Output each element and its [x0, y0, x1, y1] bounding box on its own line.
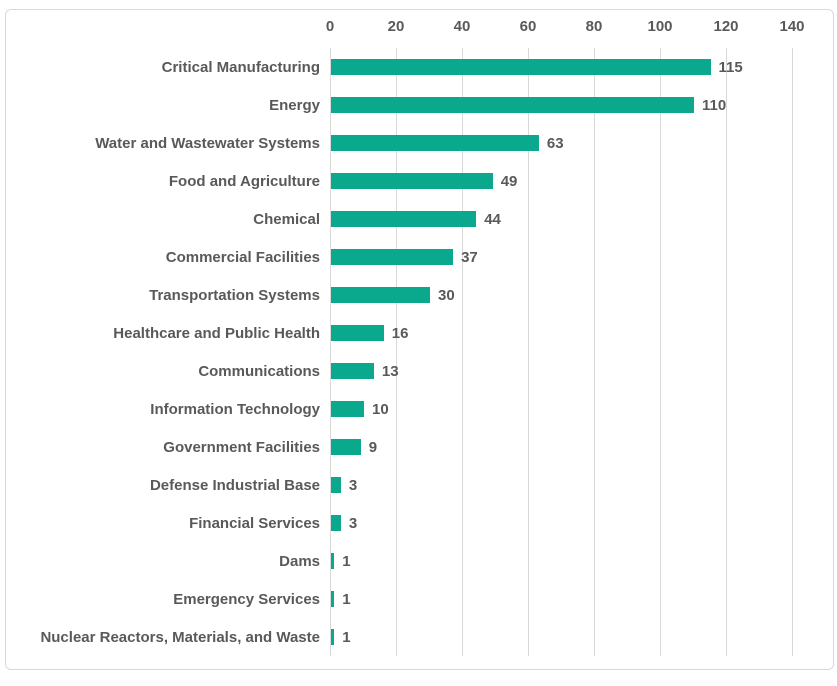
- value-label: 10: [372, 400, 389, 418]
- bar: [331, 249, 454, 265]
- bar: [331, 477, 341, 493]
- value-label: 16: [391, 324, 409, 342]
- value-label: 63: [546, 134, 564, 152]
- gridline-x-0: [330, 48, 331, 656]
- value-label: 49: [500, 172, 518, 190]
- value-label: 115: [718, 58, 743, 76]
- x-axis-tick-label: 120: [713, 18, 739, 35]
- value-label: 1: [342, 552, 351, 570]
- bar-row: Chemical 44: [6, 200, 833, 238]
- gridline-x-80: [594, 48, 595, 656]
- category-label: Information Technology: [150, 400, 320, 418]
- bar-row: Emergency Services 1: [6, 580, 833, 618]
- bar: [331, 629, 335, 645]
- value-label: 3: [348, 514, 358, 532]
- x-axis-tick-label: 0: [325, 18, 335, 35]
- bar: [331, 59, 711, 75]
- bar: [331, 363, 374, 379]
- bar: [331, 515, 341, 531]
- bar: [331, 135, 539, 151]
- value-label: 1: [342, 628, 351, 646]
- category-label: Communications: [198, 362, 320, 380]
- bar-row: Food and Agriculture 49: [6, 162, 833, 200]
- value-label: 3: [348, 476, 358, 494]
- bar-row: Energy 110: [6, 86, 833, 124]
- value-label: 110: [702, 96, 727, 114]
- bar-row: Government Facilities 9: [6, 428, 833, 466]
- bar-row: Financial Services 3: [6, 504, 833, 542]
- category-label: Energy: [269, 96, 320, 114]
- category-label: Healthcare and Public Health: [113, 324, 320, 342]
- category-label: Financial Services: [189, 514, 320, 532]
- category-label: Emergency Services: [173, 590, 320, 608]
- value-label: 13: [381, 362, 399, 380]
- bar: [331, 211, 477, 227]
- bar: [331, 325, 384, 341]
- x-axis-tick-label: 60: [519, 18, 537, 35]
- category-label: Transportation Systems: [149, 286, 320, 304]
- category-label: Critical Manufacturing: [161, 58, 320, 76]
- bar: [331, 287, 430, 303]
- category-label: Commercial Facilities: [165, 248, 320, 266]
- category-label: Food and Agriculture: [168, 172, 320, 190]
- chart-frame: 0 20 40 60 80 100 120 140 Critical Manufacturing…: [5, 9, 834, 670]
- category-label: Chemical: [253, 210, 320, 228]
- x-axis-tick-label: 140: [779, 18, 805, 35]
- bar: [331, 439, 361, 455]
- bar-row: Healthcare and Public Health 16: [6, 314, 833, 352]
- gridline-x-20: [396, 48, 397, 656]
- category-label: Government Facilities: [163, 438, 320, 456]
- bar: [331, 401, 364, 417]
- gridline-x-140: [792, 48, 793, 656]
- x-axis-tick-label: 100: [647, 18, 673, 35]
- bar-row: Commercial Facilities 37: [6, 238, 833, 276]
- bar-row: Communications 13: [6, 352, 833, 390]
- bar: [331, 553, 335, 569]
- gridline-x-100: [660, 48, 661, 656]
- gridline-x-120: [726, 48, 727, 656]
- value-label: 9: [368, 438, 378, 456]
- bar-row: Nuclear Reactors, Materials, and Waste 1: [6, 618, 833, 656]
- bar-row: Critical Manufacturing 115: [6, 48, 833, 86]
- bar-row: Transportation Systems 30: [6, 276, 833, 314]
- bar-row: Defense Industrial Base 3: [6, 466, 833, 504]
- bar-row: Water and Wastewater Systems 63: [6, 124, 833, 162]
- value-label: 1: [342, 590, 351, 608]
- category-label: Defense Industrial Base: [149, 476, 320, 494]
- value-label: 44: [484, 210, 501, 228]
- category-label: Dams: [279, 552, 320, 570]
- x-axis-tick-label: 20: [387, 18, 405, 35]
- gridline-x-60: [528, 48, 529, 656]
- bar: [331, 173, 493, 189]
- x-axis-tick-label: 80: [585, 18, 603, 35]
- bar: [331, 97, 694, 113]
- bar: [331, 591, 335, 607]
- value-label: 37: [461, 248, 478, 266]
- value-label: 30: [438, 286, 455, 304]
- plot-area: 0 20 40 60 80 100 120 140 Critical Manufacturing…: [6, 10, 833, 669]
- bar-row: Dams 1: [6, 542, 833, 580]
- gridline-x-40: [462, 48, 463, 656]
- bar-row: Information Technology 10: [6, 390, 833, 428]
- category-label: Water and Wastewater Systems: [95, 134, 320, 152]
- category-label: Nuclear Reactors, Materials, and Waste: [40, 628, 320, 646]
- x-axis-tick-label: 40: [453, 18, 471, 35]
